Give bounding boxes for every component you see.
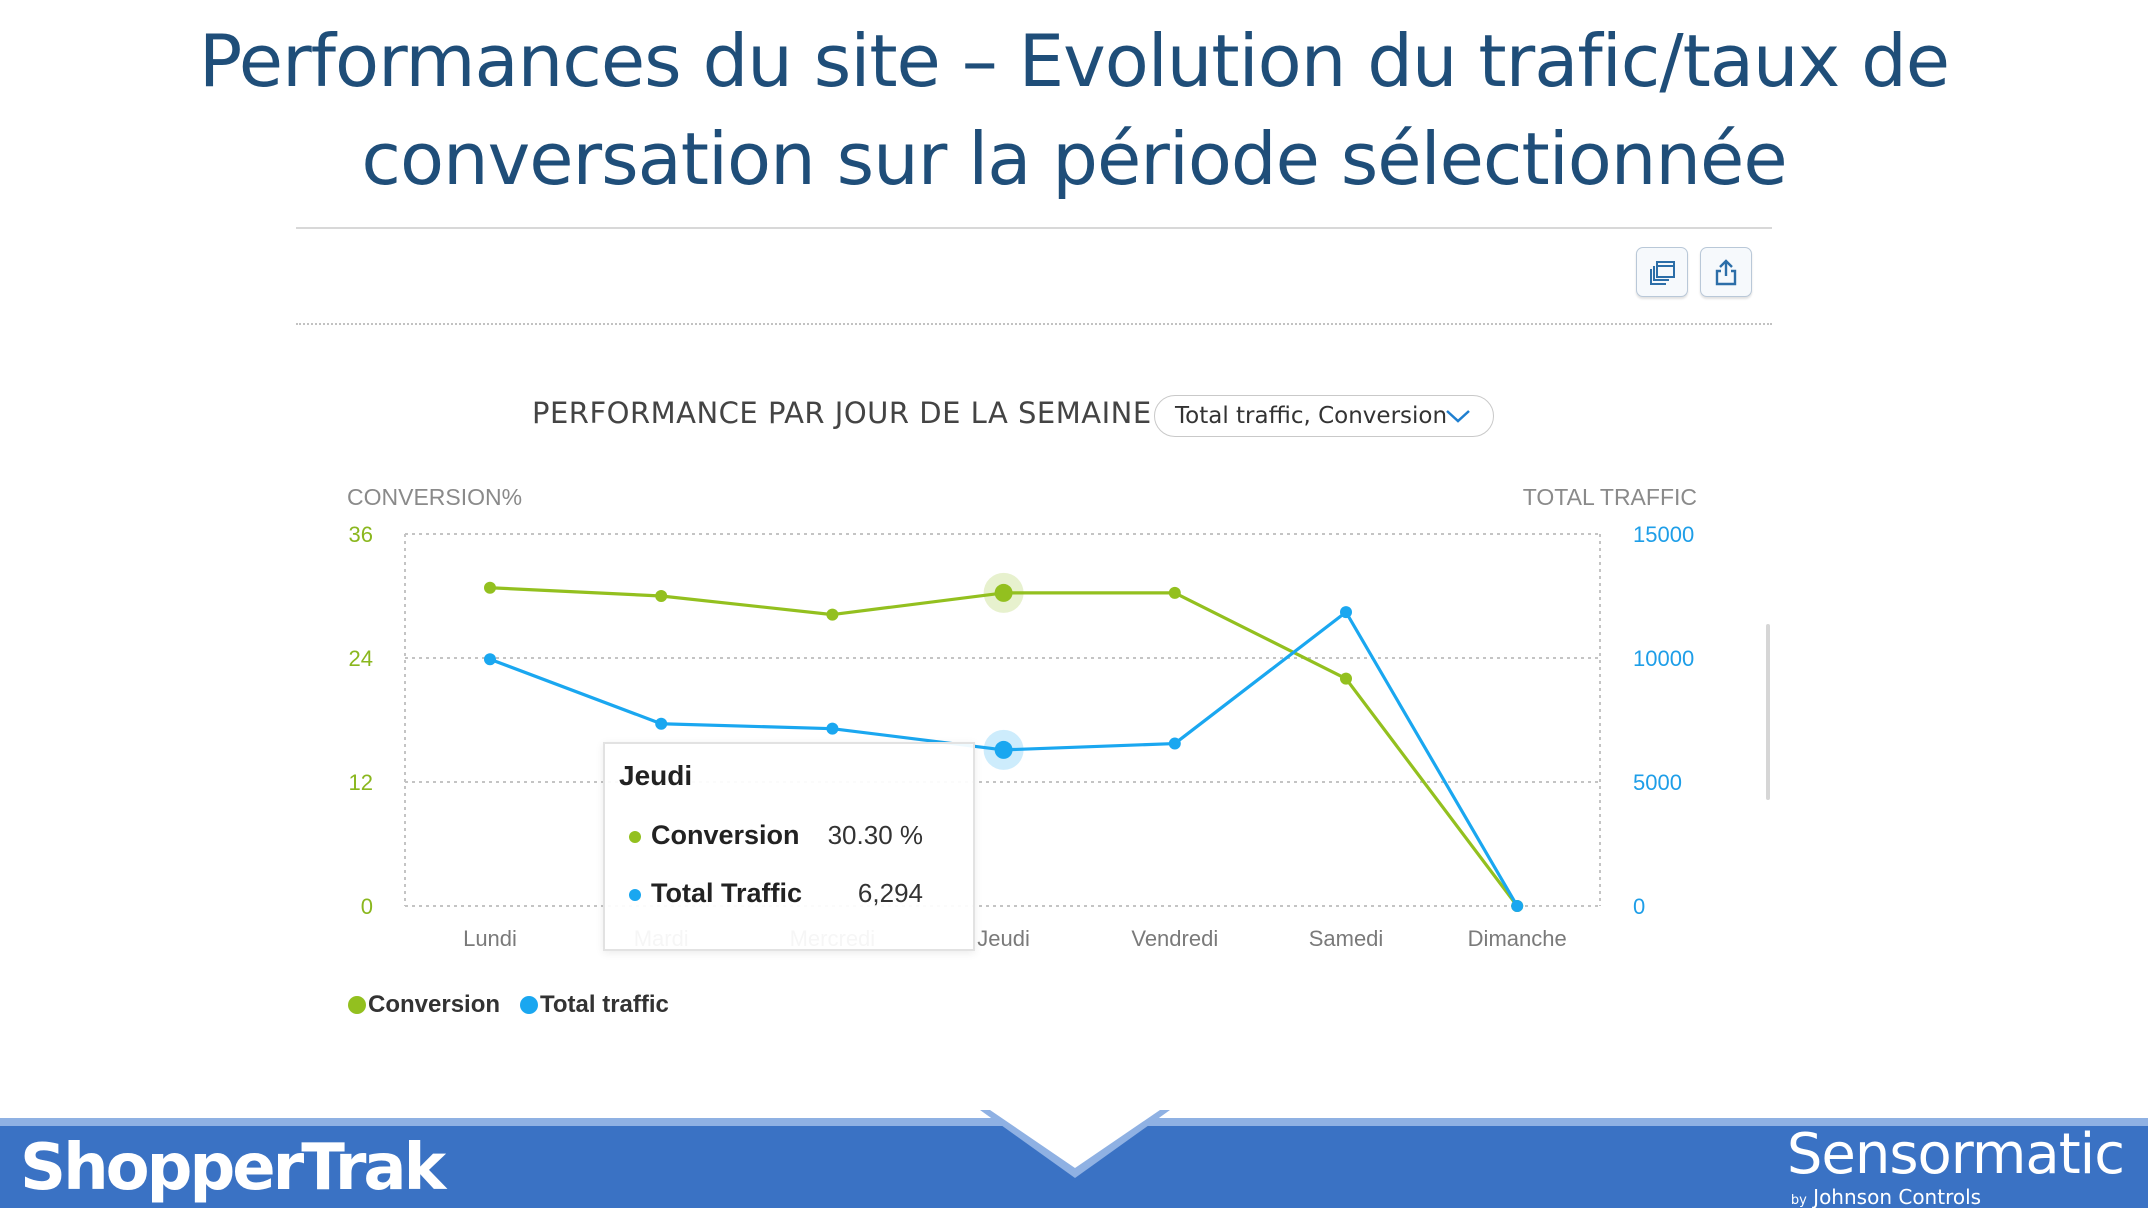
tooltip-conversion-value: 30.30 % — [827, 820, 923, 850]
y-right-tick-label: 15000 — [1633, 522, 1694, 547]
tooltip-conversion-marker — [629, 831, 641, 843]
y-right-tick-label: 5000 — [1633, 770, 1682, 795]
copy-icon — [1650, 261, 1675, 285]
chevron-down-icon — [1446, 410, 1470, 423]
x-tick-label: Jeudi — [977, 926, 1030, 951]
share-button[interactable] — [1700, 247, 1752, 297]
sensormatic-tagline-by: by — [1790, 1193, 1807, 1208]
legend-conversion-label: Conversion — [368, 991, 501, 1018]
slide-title-line-1: Performances du site – Evolution du traf… — [198, 19, 1950, 103]
data-point — [826, 608, 839, 621]
chart-tooltip: Jeudi Conversion 30.30 % Total Traffic 6… — [603, 742, 975, 951]
x-tick-label: Dimanche — [1468, 926, 1567, 951]
y-right-tick-label: 10000 — [1633, 646, 1694, 671]
y-left-axis-title: CONVERSION% — [347, 484, 522, 510]
shoppertrak-logo: ShopperTrak — [20, 1131, 446, 1205]
data-point — [826, 722, 839, 735]
copy-button[interactable] — [1636, 247, 1688, 297]
sensormatic-tagline: by Johnson Controls — [1791, 1186, 2124, 1212]
y-left-tick-label: 12 — [349, 770, 373, 795]
y-left-tick-label: 0 — [361, 894, 373, 919]
tooltip-traffic-value: 6,294 — [857, 878, 923, 908]
chart-canvas: CONVERSION% TOTAL TRAFFIC 0 12 24 36 0 5000 1000… — [347, 484, 1697, 951]
y-right-tick-label: 0 — [1633, 894, 1645, 919]
legend-traffic-marker — [520, 996, 538, 1014]
tooltip-row-conversion: Conversion 30.30 % — [629, 820, 959, 854]
scrollbar-thumb[interactable] — [1766, 624, 1770, 800]
data-point — [1340, 672, 1352, 685]
data-point — [1168, 737, 1181, 750]
data-point — [1340, 606, 1352, 619]
data-point — [484, 581, 496, 594]
legend-traffic-label: Total traffic — [540, 991, 669, 1018]
data-point-highlighted — [994, 583, 1013, 602]
legend-conversion-marker — [348, 996, 366, 1014]
x-tick-label: Vendredi — [1131, 926, 1218, 951]
slide-title: Performances du site – Evolution du traf… — [0, 12, 2148, 208]
x-tick-label: Lundi — [463, 926, 517, 951]
chart-heading: PERFORMANCE PAR JOUR DE LA SEMAINE — [532, 396, 1152, 430]
tooltip-title: Jeudi — [619, 760, 693, 791]
data-point — [1511, 900, 1524, 912]
data-point-highlighted — [994, 740, 1013, 759]
sensormatic-tagline-company: Johnson Controls — [1813, 1185, 1982, 1209]
data-point — [1168, 586, 1181, 599]
panel-toolbar-divider — [296, 323, 1772, 325]
data-point — [484, 653, 496, 666]
sensormatic-logo: Sensormatic by Johnson Controls — [1786, 1122, 2125, 1212]
data-point — [655, 590, 668, 602]
data-point — [655, 717, 668, 730]
x-tick-label: Samedi — [1309, 926, 1384, 951]
y-right-axis-title: TOTAL TRAFFIC — [1523, 484, 1697, 510]
y-left-tick-label: 24 — [349, 646, 373, 671]
y-left-tick-label: 36 — [349, 522, 373, 547]
series-select-value: Total traffic, Conversion — [1175, 403, 1448, 429]
series-select[interactable]: Total traffic, Conversion — [1154, 395, 1494, 437]
tooltip-traffic-marker — [629, 889, 641, 901]
panel-top-divider — [296, 227, 1772, 229]
slide-title-line-2: conversation sur la période sélectionnée — [361, 117, 1787, 201]
tooltip-traffic-label: Total Traffic — [651, 878, 803, 908]
tooltip-row-traffic: Total Traffic 6,294 — [629, 878, 959, 912]
share-icon — [1715, 259, 1737, 286]
sensormatic-wordmark: Sensormatic — [1786, 1122, 2125, 1187]
footer-chevron-notch — [980, 1110, 1170, 1178]
tooltip-conversion-label: Conversion — [651, 820, 800, 850]
